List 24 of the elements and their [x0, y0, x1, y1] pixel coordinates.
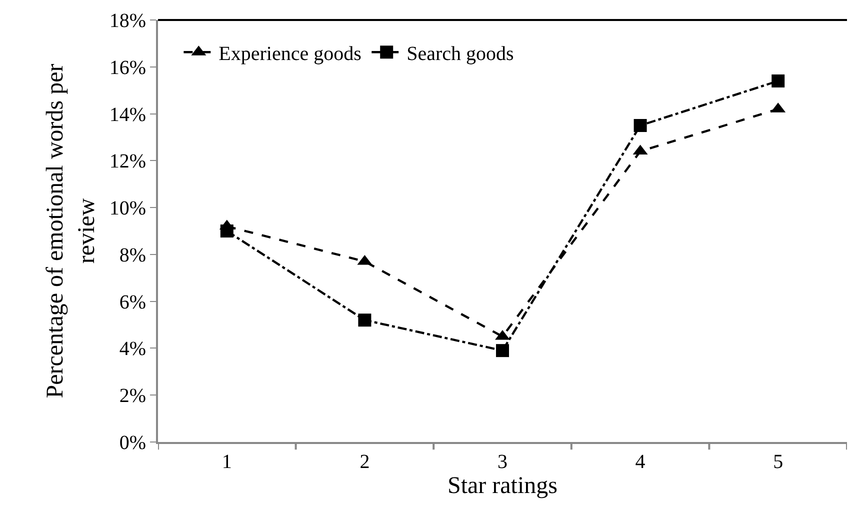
y-tick-label: 10%	[109, 198, 146, 220]
y-tick-label: 18%	[109, 10, 146, 32]
y-tick-label: 0%	[119, 432, 146, 454]
x-tick-label: 3	[498, 451, 508, 473]
y-tick-label: 12%	[109, 150, 146, 173]
point	[220, 224, 234, 238]
x-tick-label: 1	[222, 451, 232, 473]
point	[358, 314, 372, 327]
legend-label: Experience goods	[218, 42, 362, 65]
y-tick-label: 16%	[109, 56, 146, 79]
y-axis-title: Percentage of emotional words per review	[42, 64, 100, 398]
y-tick-label: 6%	[119, 291, 146, 314]
legend-label: Search goods	[406, 42, 514, 65]
x-tick-label: 2	[360, 451, 370, 473]
y-tick-label: 4%	[119, 338, 146, 360]
point	[634, 119, 647, 132]
point	[496, 344, 509, 358]
x-axis-title: Star ratings	[448, 473, 558, 499]
y-tick-label: 14%	[109, 104, 146, 126]
x-tick-label: 5	[773, 451, 784, 473]
y-tick-label: 8%	[119, 244, 146, 266]
x-tick-label: 4	[635, 451, 646, 473]
point	[772, 74, 785, 88]
y-tick-label: 2%	[119, 385, 146, 408]
